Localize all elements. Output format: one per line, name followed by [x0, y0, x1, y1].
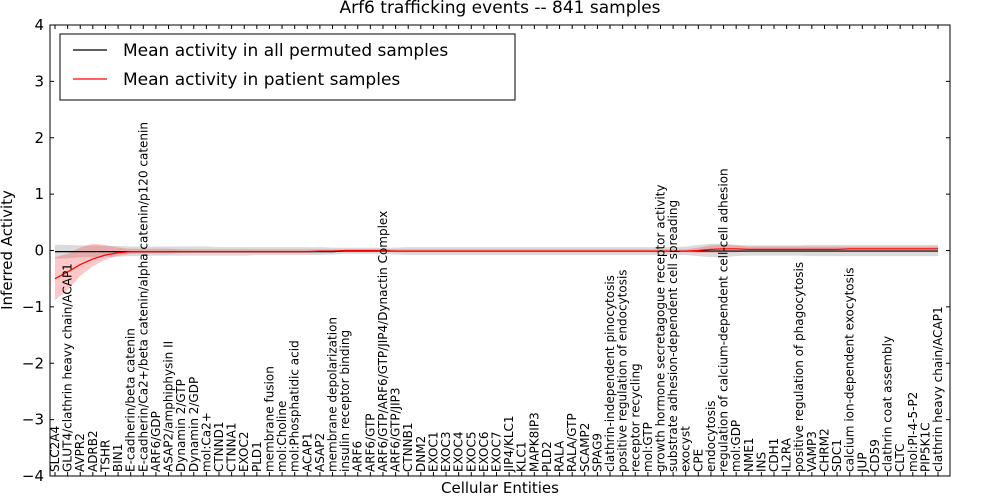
x-tick-label: NME1 [742, 437, 756, 472]
x-tick-label: clathrin heavy chain/ACAP1 [931, 306, 945, 472]
x-tick-label: positive regulation of phagocytosis [792, 262, 806, 472]
y-tick-label: −3 [22, 411, 44, 429]
x-tick-label: EXOC3 [439, 431, 453, 472]
x-tick-label: receptor recycling [628, 363, 642, 472]
series-line-patient [54, 248, 938, 280]
x-tick-label: E-cadherin/beta catenin [124, 328, 138, 472]
x-tick-label: EXOC7 [490, 432, 504, 473]
x-tick-label: ACAP1 [300, 433, 314, 472]
x-tick-label: mol:PI-4-5-P2 [906, 392, 920, 472]
x-tick-label: ARF6 [351, 441, 365, 472]
series-lines [54, 248, 938, 280]
x-tick-label: mol:Ca2+ [199, 412, 213, 472]
x-tick-label: VAMP3 [805, 431, 819, 472]
x-tick-label: CTNND1 [212, 421, 226, 472]
y-tick-label: −1 [22, 298, 44, 316]
chart-title: Arf6 trafficking events -- 841 samples [339, 0, 660, 18]
x-tick-label: CTNNB1 [401, 422, 415, 472]
x-tick-label: DNM2 [414, 436, 428, 472]
y-axis-label: Inferred Activity [0, 190, 16, 310]
x-tick-label: membrane depolarization [326, 317, 340, 472]
x-tick-label: EXOC5 [464, 431, 478, 472]
x-tick-label: TSHR [98, 440, 112, 473]
legend-box [59, 33, 516, 101]
x-tick-label: INS [754, 452, 768, 472]
x-tick-label: MAPK8IP3 [527, 412, 541, 472]
x-tick-label: mol:Phosphatidic acid [288, 340, 302, 472]
y-tick-label: 0 [34, 242, 44, 260]
x-tick-label: clathrin coat assembly [881, 336, 895, 472]
x-tick-label: mol:Choline [275, 401, 289, 472]
x-tick-label: JIP4/KLC1 [502, 415, 516, 473]
x-tick-label: regulation of calcium-dependent cell-cel… [717, 168, 731, 472]
x-tick-label: JUP [855, 452, 869, 473]
x-tick-label: ADRB2 [86, 430, 100, 472]
x-tick-label: calcium ion-dependent exocytosis [843, 268, 857, 472]
legend-label-patient: Mean activity in patient samples [123, 70, 400, 90]
y-tick-label: 2 [34, 129, 44, 147]
x-tick-label: E-cadherin/Ca2+/beta catenin/alpha caten… [136, 122, 150, 472]
x-tick-label: endocytosis [704, 400, 718, 472]
x-tick-label: RALA [553, 440, 567, 472]
x-tick-label: PLD1 [250, 441, 264, 472]
x-tick-label: ARF6/GTP [363, 413, 377, 472]
x-tick-label: ARF6/GTP/JIP3 [389, 387, 403, 472]
x-tick-label: EXOC6 [477, 432, 491, 473]
x-tick-label: EXOC2 [237, 431, 251, 472]
x-tick-label: positive regulation of endocytosis [616, 269, 630, 472]
x-tick-label: CPE [691, 449, 705, 472]
x-tick-label: clathrin-independent pinocytosis [603, 275, 617, 472]
x-tick-label: BIN1 [111, 444, 125, 472]
x-tick-label: Dynamin 2/GTP [174, 379, 188, 472]
x-tick-label: SLC2A4 [48, 426, 62, 472]
y-tick-label: 4 [34, 16, 44, 34]
y-tick-label: 1 [34, 185, 44, 203]
x-tick-label: ARF6/GDP [149, 411, 163, 472]
x-tick-label: ASAP2/amphiphysin II [162, 341, 176, 472]
x-tick-label: SCAMP2 [578, 423, 592, 472]
x-tick-label: ASAP2 [313, 433, 327, 472]
x-tick-label: EXOC4 [452, 432, 466, 473]
x-tick-label: CD59 [868, 439, 882, 472]
x-tick-label: EXOC1 [426, 432, 440, 473]
x-tick-label: GLUT4/clathrin heavy chain/ACAP1 [61, 263, 75, 472]
y-tick-label: 3 [34, 72, 44, 90]
x-tick-label: insulin receptor binding [338, 330, 352, 472]
x-tick-label: KLC1 [515, 441, 529, 472]
x-tick-label: exocyst [679, 426, 693, 472]
x-tick-label: growth hormone secretagogue receptor act… [653, 185, 667, 472]
x-tick-label: SDC1 [830, 439, 844, 472]
x-tick-label: CTNNA1 [225, 422, 239, 472]
x-tick-label: Dynamin 2/GDP [187, 377, 201, 472]
x-tick-label: IL2RA [780, 437, 794, 472]
y-tick-label: −2 [22, 354, 44, 372]
x-tick-label: CDH1 [767, 438, 781, 472]
x-tick-label: PIP5K1C [918, 422, 932, 472]
x-tick-label: substrate adhesion-dependent cell spread… [666, 200, 680, 472]
legend-label-permuted: Mean activity in all permuted samples [123, 41, 448, 61]
x-tick-label: mol:GTP [641, 422, 655, 472]
x-tick-label: CLTC [893, 444, 907, 472]
x-tick-label: PLD2 [540, 441, 554, 472]
x-tick-label: RALA/GTP [565, 413, 579, 472]
x-axis-label: Cellular Entities [441, 479, 559, 497]
x-tick-label: mol:GDP [729, 420, 743, 472]
x-tick-label: AVPR2 [73, 433, 87, 472]
y-axis: −4 −3 −2 −1 0 1 2 3 4 [22, 16, 950, 485]
x-tick-label: CHRM2 [817, 428, 831, 472]
y-tick-label: −4 [22, 467, 44, 485]
x-tick-label: ARF6/GTP/ARF6/GTP/JIP4/Dynactin Complex [376, 211, 390, 472]
x-tick-label: SPAG9 [590, 433, 604, 472]
legend: Mean activity in all permuted samples Me… [59, 33, 516, 101]
x-tick-label: membrane fusion [262, 366, 276, 472]
